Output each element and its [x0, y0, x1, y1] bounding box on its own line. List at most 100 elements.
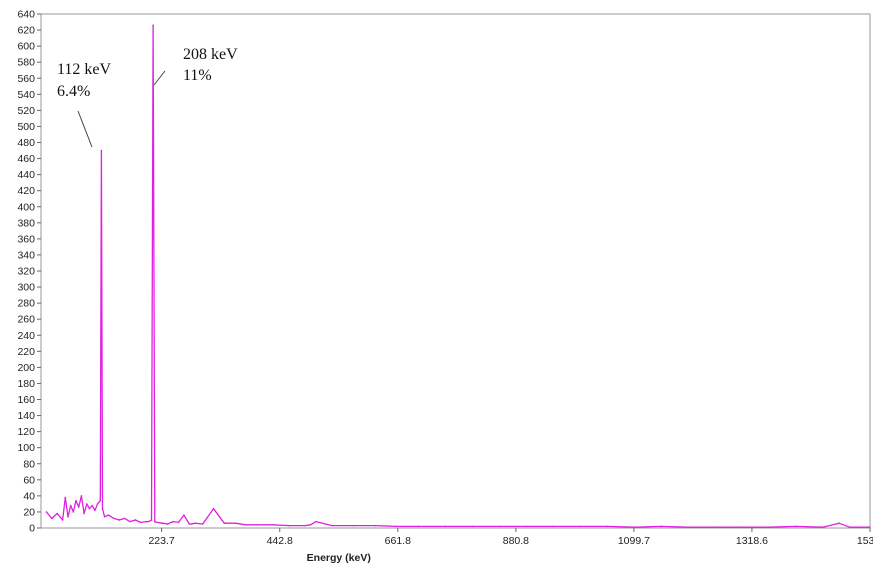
y-tick-label: 500	[17, 121, 35, 133]
annotation-leader-line	[77, 110, 93, 148]
spectrum-point	[77, 506, 80, 508]
y-tick-label: 440	[17, 169, 35, 181]
y-tick-label: 560	[17, 73, 35, 85]
spectrum-point	[101, 507, 104, 510]
spectrum-point	[352, 524, 355, 527]
spectrum-line-0	[45, 24, 870, 528]
spectrum-point	[150, 519, 153, 521]
y-tick-label: 360	[17, 233, 35, 245]
spectrum-point	[304, 524, 306, 527]
spectrum-point	[75, 499, 77, 502]
annotation-energy-label: 112 keV	[57, 61, 112, 78]
spectrum-point	[153, 520, 156, 523]
spectrum-point	[64, 496, 67, 499]
spectrum-point	[838, 522, 840, 524]
spectrum-point	[417, 525, 420, 528]
spectrum-point	[272, 523, 274, 526]
spectrum-point	[177, 521, 180, 524]
spectrum-point	[223, 522, 226, 524]
spectrum-point	[768, 526, 770, 528]
y-tick-label: 120	[17, 426, 35, 438]
spectrum-point	[80, 495, 83, 497]
spectrum-point	[91, 504, 94, 507]
spectrum-point	[687, 526, 689, 528]
y-tick-label: 100	[17, 442, 35, 454]
y-tick-label: 140	[17, 410, 35, 422]
annotation-energy-label: 208 keV	[183, 46, 238, 63]
y-tick-label: 600	[17, 41, 35, 53]
y-tick-label: 260	[17, 314, 35, 326]
y-tick-label: 520	[17, 105, 35, 117]
spectrum-point	[103, 515, 106, 518]
spectrum-point	[795, 525, 797, 528]
spectrum-point	[129, 520, 131, 523]
plot-frame	[40, 13, 871, 529]
spectrum-point	[156, 521, 158, 524]
spectrum-point	[112, 517, 115, 520]
spectrum-point	[525, 525, 528, 528]
spectrum-point	[714, 526, 716, 528]
spectrum-point	[331, 524, 333, 527]
y-tick-label: 300	[17, 282, 35, 294]
spectrum-point	[96, 503, 99, 505]
spectrum-point	[86, 503, 88, 505]
x-tick-label: 1099.7	[618, 535, 650, 547]
x-tick-label: 661.8	[385, 535, 411, 547]
spectrum-point	[188, 523, 191, 525]
y-tick-label: 60	[23, 474, 35, 486]
annotation-resolution-label: 6.4%	[57, 83, 90, 100]
spectrum-point	[67, 515, 69, 518]
y-axis: 0 20 40 60 80 100 120 140 160 180 200 220 240 260 280 3…	[17, 9, 41, 535]
spectrum-point	[444, 525, 447, 528]
spectrum-point	[99, 499, 102, 502]
x-tick-label: 880.8	[503, 535, 529, 547]
spectrum-point	[161, 522, 164, 524]
spectrum-point	[193, 522, 196, 524]
spectrum-point	[471, 525, 474, 528]
y-tick-label: 640	[17, 9, 35, 21]
y-tick-label: 20	[23, 506, 35, 518]
y-tick-label: 240	[17, 330, 35, 342]
spectrum-point	[118, 519, 120, 521]
spectrum-point	[183, 514, 185, 516]
annotation-leader-line	[153, 70, 166, 86]
spectrum-point	[88, 507, 91, 510]
y-tick-label: 220	[17, 346, 35, 358]
spectrum-point	[201, 523, 204, 525]
spectrum-point	[72, 511, 75, 513]
spectrum-point	[633, 526, 635, 528]
x-axis-title: Energy (keV)	[307, 552, 371, 564]
y-tick-label: 320	[17, 266, 35, 278]
spectrum-point	[315, 520, 317, 523]
y-tick-label: 460	[17, 153, 35, 165]
annotation-layer: 112 keV 6.4% 208 keV 11%	[57, 46, 238, 148]
spectrum-point	[100, 149, 103, 152]
spectrum-point	[606, 525, 608, 528]
y-tick-label: 180	[17, 378, 35, 390]
spectrum-point	[579, 525, 581, 528]
y-tick-label: 480	[17, 137, 35, 149]
annotation-resolution-label: 11%	[183, 67, 212, 84]
y-tick-label: 280	[17, 298, 35, 310]
spectrum-point	[148, 520, 150, 523]
spectrum-point	[245, 523, 247, 526]
y-tick-label: 620	[17, 25, 35, 37]
x-tick-label: 223.7	[148, 535, 174, 547]
spectrum-point	[123, 517, 126, 520]
spectrum-point	[848, 526, 851, 528]
y-tick-label: 420	[17, 185, 35, 197]
spectrum-point	[741, 526, 743, 528]
spectrum-point	[374, 524, 377, 527]
y-tick-label: 0	[29, 523, 35, 535]
spectrum-point	[255, 523, 258, 526]
spectrum-point	[552, 525, 554, 528]
spectrum-point	[69, 504, 72, 507]
spectrum-point	[45, 511, 48, 513]
spectrum-point	[50, 517, 53, 520]
spectrum-point	[172, 520, 174, 523]
spectrum-point	[107, 514, 110, 516]
spectrum-point	[396, 525, 398, 528]
y-tick-label: 160	[17, 394, 35, 406]
y-tick-label: 200	[17, 362, 35, 374]
